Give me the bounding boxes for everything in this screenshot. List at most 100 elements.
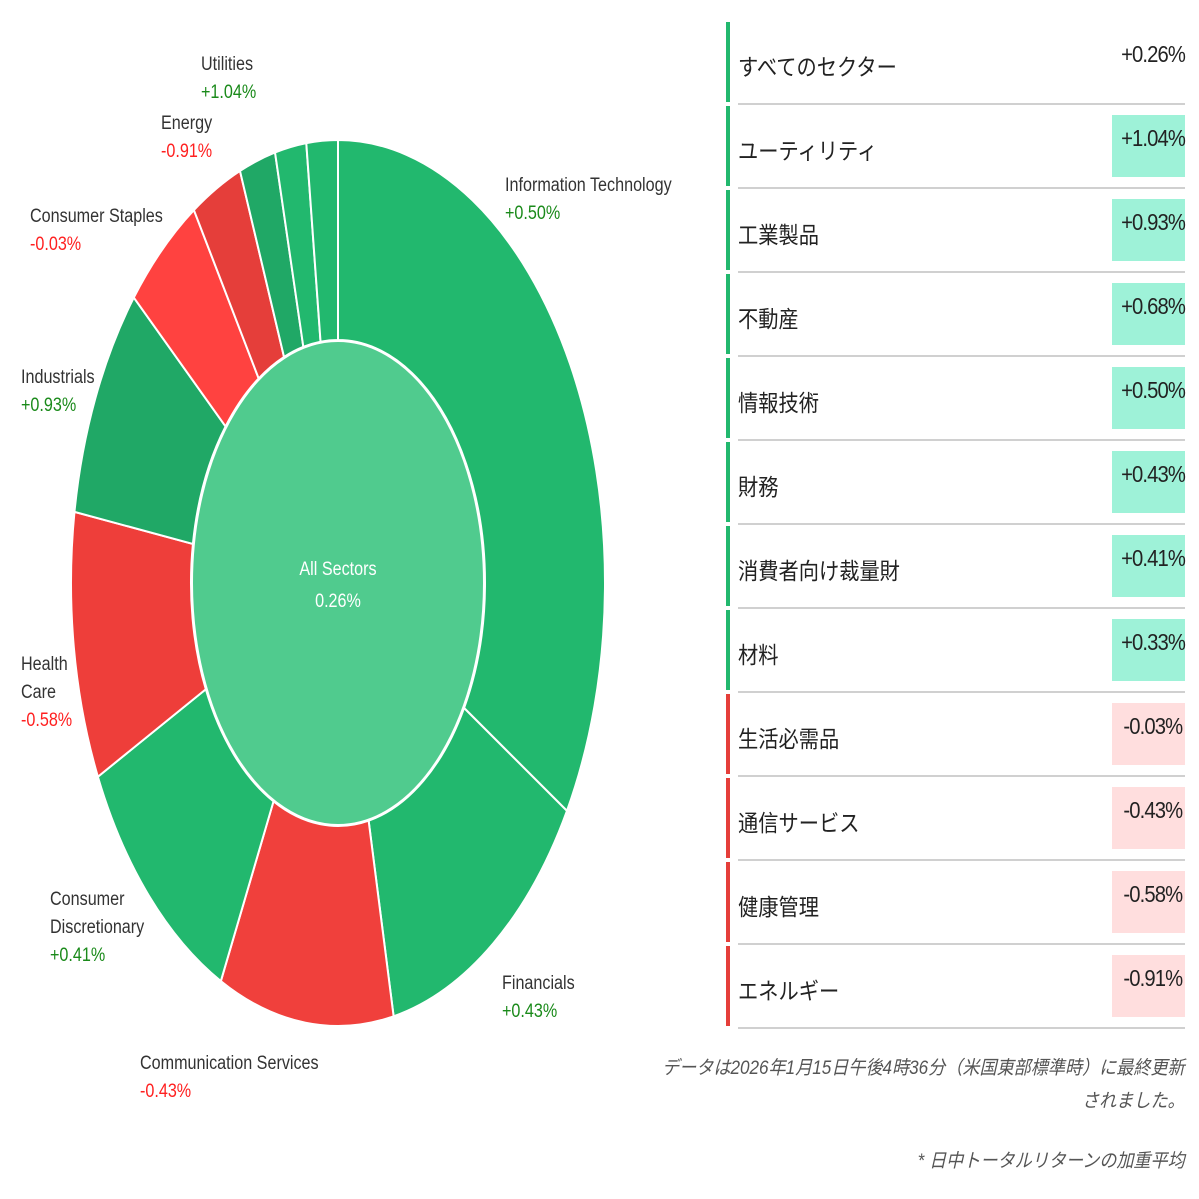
sector-name: 消費者向け裁量財 — [738, 558, 900, 584]
row-divider — [738, 1027, 1185, 1029]
sector-change: -0.91% — [1112, 955, 1185, 1017]
segment-label: Consumer Staples -0.03% — [30, 203, 163, 259]
segment-label: Consumer Discretionary +0.41% — [50, 886, 144, 970]
segment-label-value: +0.41% — [50, 945, 106, 966]
sector-indicator-bar — [726, 106, 730, 186]
segment-label-value: -0.91% — [161, 141, 213, 162]
sector-name: 工業製品 — [738, 222, 819, 248]
row-divider — [738, 187, 1185, 189]
sector-name: 通信サービス — [738, 810, 860, 836]
sector-change: +0.93% — [1112, 199, 1186, 261]
segment-label-value: +0.93% — [21, 395, 77, 416]
sector-indicator-bar — [726, 190, 730, 270]
row-divider — [738, 775, 1185, 777]
segment-label-value: +1.04% — [201, 82, 257, 103]
sector-change-value: +0.93% — [1121, 209, 1186, 235]
row-divider — [738, 943, 1185, 945]
sector-name: 材料 — [738, 642, 779, 668]
center-value: 0.26% — [315, 590, 361, 612]
last-updated-line2: されました。 — [1082, 1091, 1185, 1112]
sector-name: すべてのセクター — [738, 54, 897, 80]
segment-label: Information Technology +0.50% — [505, 172, 672, 228]
row-divider — [738, 523, 1185, 525]
sector-name: 不動産 — [738, 306, 799, 332]
sector-name: ユーティリティ — [738, 138, 878, 164]
sector-change: +0.50% — [1112, 367, 1186, 429]
sector-change-value: +0.41% — [1121, 545, 1186, 571]
last-updated-note: データは2026年1月15日午後4時36分（米国東部標準時）に最終更新 されまし… — [662, 1053, 1185, 1113]
segment-label-name: Communication Services — [140, 1053, 319, 1074]
sector-row[interactable]: 生活必需品 -0.03% — [726, 694, 1185, 778]
sector-row[interactable]: ユーティリティ +1.04% — [726, 106, 1186, 190]
last-updated-line1: データは2026年1月15日午後4時36分（米国東部標準時）に最終更新 — [662, 1058, 1185, 1079]
sector-indicator-bar — [726, 274, 730, 354]
row-divider — [738, 607, 1185, 609]
weighted-average-note: * 日中トータルリターンの加重平均 — [917, 1151, 1185, 1172]
segment-label-value: -0.43% — [140, 1081, 192, 1102]
segment-label-name: Consumer — [50, 889, 125, 910]
sector-change: -0.58% — [1112, 871, 1185, 933]
sector-change-value: +1.04% — [1121, 125, 1186, 151]
sector-change-value: +0.68% — [1121, 293, 1186, 319]
sector-change-value: -0.03% — [1123, 713, 1184, 739]
segment-label-value: +0.43% — [502, 1001, 558, 1022]
segment-label-value: +0.50% — [505, 203, 561, 224]
segment-label: Industrials +0.93% — [21, 364, 95, 420]
center-all-sectors[interactable] — [191, 340, 485, 826]
segment-label-value: -0.03% — [30, 234, 82, 255]
row-divider — [738, 355, 1185, 357]
sector-row[interactable]: 情報技術 +0.50% — [726, 358, 1186, 442]
sector-change: -0.43% — [1112, 787, 1185, 849]
sector-indicator-bar — [726, 862, 730, 942]
sector-row[interactable]: すべてのセクター +0.26% — [726, 22, 1186, 106]
sector-change: +0.33% — [1112, 619, 1186, 681]
row-divider — [738, 103, 1185, 105]
segment-label: Utilities +1.04% — [201, 51, 256, 107]
segment-label-name: Financials — [502, 973, 575, 994]
segment-label: Health Care -0.58% — [21, 651, 72, 735]
sector-row[interactable]: エネルギー -0.91% — [726, 946, 1185, 1030]
donut-svg: All Sectors 0.26% — [70, 138, 606, 1027]
sector-change-value: +0.43% — [1121, 461, 1186, 487]
sector-change-value: +0.26% — [1121, 41, 1186, 67]
segment-label-name: Care — [21, 682, 57, 703]
sector-row[interactable]: 不動産 +0.68% — [726, 274, 1186, 358]
sector-row[interactable]: 財務 +0.43% — [726, 442, 1186, 526]
row-divider — [738, 691, 1185, 693]
sector-change-value: -0.91% — [1123, 965, 1184, 991]
sector-change-value: -0.58% — [1123, 881, 1184, 907]
sector-indicator-bar — [726, 946, 730, 1026]
row-divider — [738, 439, 1185, 441]
segment-label-name: Discretionary — [50, 917, 145, 938]
segment-label: Financials +0.43% — [502, 970, 575, 1026]
sector-row[interactable]: 材料 +0.33% — [726, 610, 1186, 694]
sector-indicator-bar — [726, 778, 730, 858]
sector-donut-chart: All Sectors 0.26% — [70, 138, 606, 1027]
sector-indicator-bar — [726, 442, 730, 522]
sector-indicator-bar — [726, 358, 730, 438]
sector-name: 健康管理 — [738, 894, 819, 920]
sector-row[interactable]: 通信サービス -0.43% — [726, 778, 1185, 862]
sector-name: 生活必需品 — [738, 726, 840, 752]
segment-label-value: -0.58% — [21, 710, 73, 731]
sector-table: すべてのセクター +0.26% ユーティリティ +1.04% 工業製品 +0.93% 不動産… — [726, 22, 1186, 1030]
segment-label: Energy -0.91% — [161, 110, 212, 166]
sector-change: +0.41% — [1112, 535, 1186, 597]
row-divider — [738, 859, 1185, 861]
sector-row[interactable]: 工業製品 +0.93% — [726, 190, 1186, 274]
sector-indicator-bar — [726, 694, 730, 774]
sector-name: エネルギー — [738, 978, 840, 1004]
sector-row[interactable]: 健康管理 -0.58% — [726, 862, 1185, 946]
segment-label-name: Information Technology — [505, 175, 672, 196]
sector-name: 財務 — [738, 474, 779, 500]
sector-change: +0.68% — [1112, 283, 1186, 345]
segment-label-name: Energy — [161, 113, 213, 134]
sector-row[interactable]: 消費者向け裁量財 +0.41% — [726, 526, 1186, 610]
segment-label: Communication Services -0.43% — [140, 1050, 319, 1106]
segment-label-name: Consumer Staples — [30, 206, 163, 227]
sector-change-value: +0.33% — [1121, 629, 1186, 655]
row-divider — [738, 271, 1185, 273]
sector-indicator-bar — [726, 526, 730, 606]
sector-name: 情報技術 — [738, 390, 819, 416]
sector-indicator-bar — [726, 610, 730, 690]
